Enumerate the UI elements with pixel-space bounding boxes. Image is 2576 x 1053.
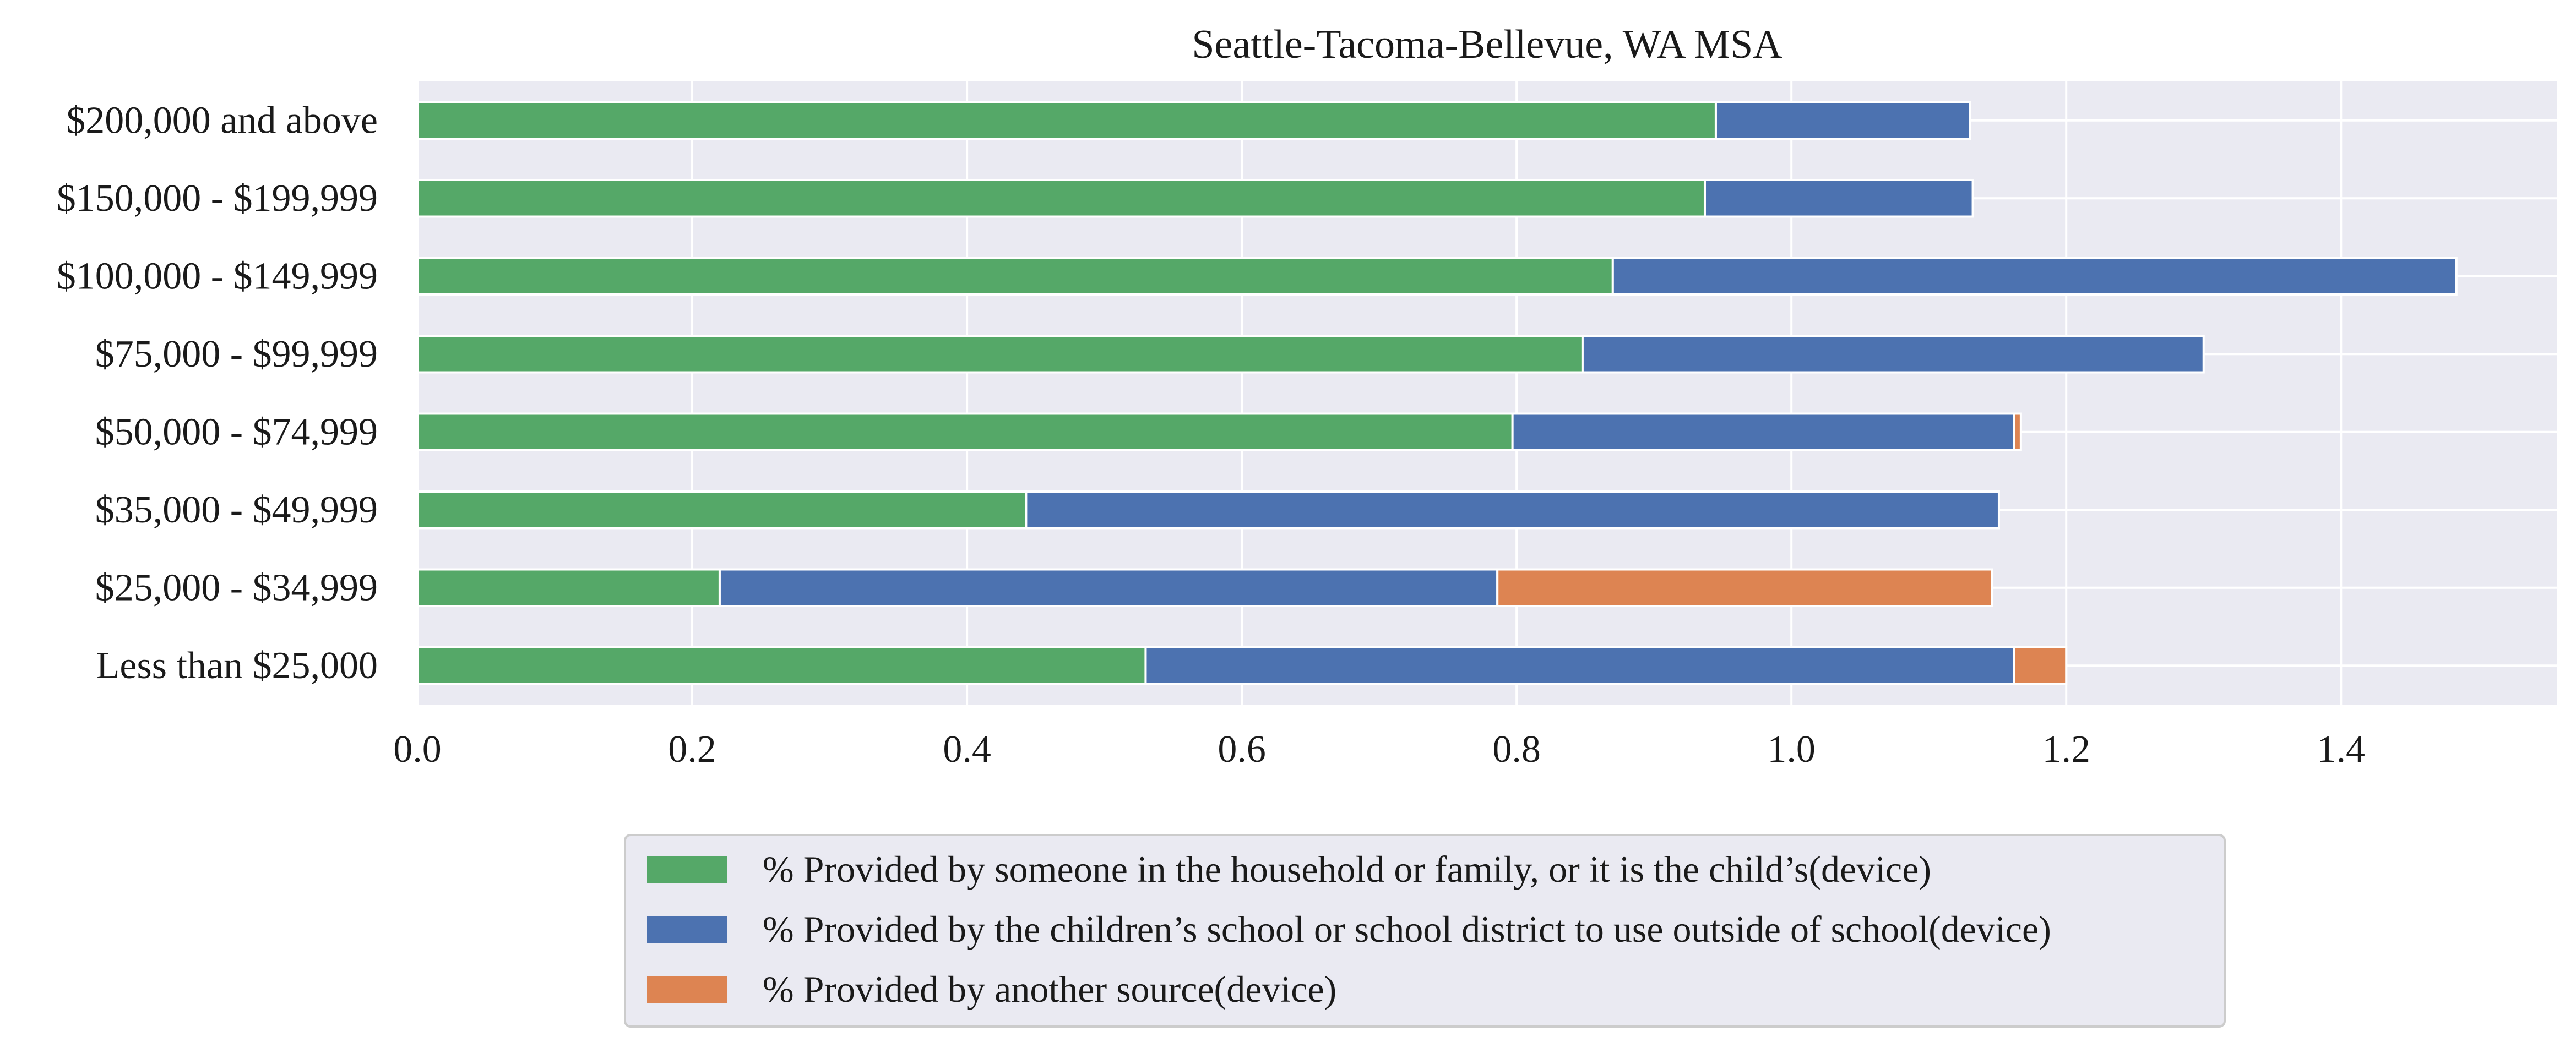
bar-segment [2013,412,2022,452]
x-tick-labels: 0.0 0.2 0.4 0.6 0.8 1.0 1.2 1.4 [393,728,2365,771]
bar-segment [1144,646,2015,685]
bar-segment [1581,334,2205,374]
x-tick-label: 1.2 [2042,728,2090,771]
bar-segment [416,101,1717,140]
x-tick-label: 0.4 [943,728,991,771]
y-tick-label: $75,000 - $99,999 [95,333,378,375]
legend-label: % Provided by another source(device) [763,968,1336,1010]
y-tick-label: $100,000 - $149,999 [57,255,378,297]
legend-box [624,834,2226,1028]
x-tick-label: 0.0 [393,728,442,771]
chart-title: Seattle-Tacoma-Bellevue, WA MSA [1192,22,1782,67]
legend-swatch [647,976,727,1003]
y-tick-label: Less than $25,000 [96,645,378,687]
bar-segment [1611,257,2458,296]
y-tick-label: $50,000 - $74,999 [95,411,378,453]
bar-segment [416,178,1706,218]
y-tick-label: $200,000 and above [66,99,378,141]
bar-segment [416,646,1147,685]
bar-segment [1703,178,1974,218]
bar-segment [416,257,1614,296]
bars [416,101,2458,685]
y-tick-label: $25,000 - $34,999 [95,566,378,609]
bar-segment [1511,412,2015,452]
x-tick-label: 0.2 [668,728,716,771]
bar-segment [1496,568,1993,608]
legend: % Provided by someone in the household o… [624,834,2226,1028]
x-tick-label: 1.0 [1767,728,1816,771]
bar-segment [416,412,1514,452]
bar-segment [416,490,1028,530]
plot-background [417,81,2557,705]
bar-segment [1025,490,2000,530]
y-tick-labels: Less than $25,000 $25,000 - $34,999 $35,00… [57,99,378,687]
y-tick-label: $35,000 - $49,999 [95,489,378,531]
bar-segment [718,568,1499,608]
legend-swatch [647,916,727,943]
legend-label: % Provided by someone in the household o… [763,848,1931,890]
y-tick-label: $150,000 - $199,999 [57,177,378,220]
x-tick-label: 1.4 [2317,728,2366,771]
bar-segment [1714,101,1971,140]
legend-swatch [647,856,727,883]
bar-segment [2013,646,2068,685]
x-tick-label: 0.6 [1218,728,1266,771]
bar-segment [416,568,721,608]
legend-label: % Provided by the children’s school or s… [763,908,2051,950]
bar-segment [416,334,1584,374]
x-tick-label: 0.8 [1492,728,1541,771]
